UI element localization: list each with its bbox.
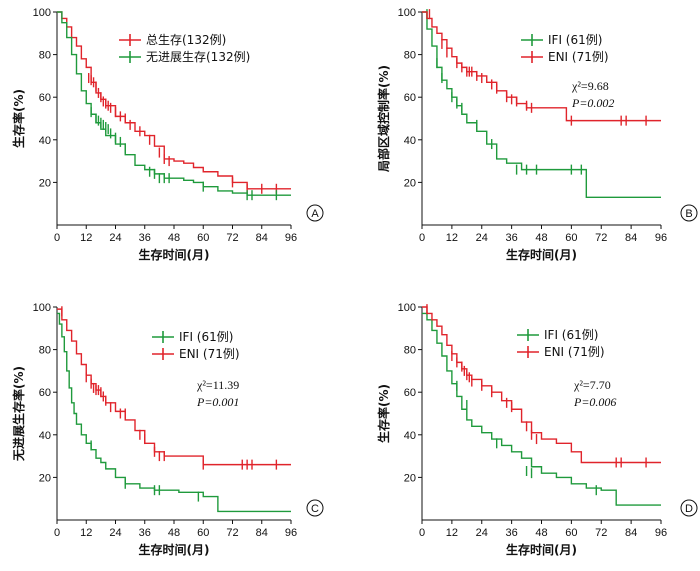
y-tick-label: 80 (404, 50, 416, 62)
y-tick-label: 60 (39, 387, 51, 399)
x-tick-label: 0 (419, 232, 425, 244)
x-tick-label: 24 (476, 232, 488, 244)
x-tick-label: 72 (595, 232, 607, 244)
legend-label: ENI (71例) (544, 345, 605, 359)
panel-a-overall-and-pfs: 0 12 24 36 48 60 72 84 96 20 40 60 80 100 生存时间(月) 生存率(%… (11, 7, 324, 262)
x-tick-label: 12 (446, 232, 458, 244)
x-tick-label: 24 (109, 527, 121, 539)
x-tick-label: 72 (226, 527, 238, 539)
stat-line: χ²=11.39 (196, 378, 239, 392)
x-tick-label: 36 (139, 527, 151, 539)
panel-letter: B (685, 208, 692, 220)
stat-line: P=0.001 (196, 395, 239, 409)
y-axis-title: 生存率(%) (376, 384, 391, 443)
x-tick-label: 60 (197, 527, 209, 539)
panel-letter-circle (680, 204, 698, 222)
y-tick-label: 100 (33, 302, 51, 314)
y-tick-label: 60 (404, 92, 416, 104)
stat-line: P=0.006 (573, 395, 616, 409)
y-tick-label: 100 (398, 302, 416, 314)
x-tick-label: 72 (226, 232, 238, 244)
x-tick-label: 48 (168, 232, 180, 244)
x-tick-label: 48 (535, 527, 547, 539)
panel-letter-circle (306, 499, 324, 517)
panel-letter-circle (680, 499, 698, 517)
legend-label: IFI (61例) (548, 33, 602, 47)
y-tick-label: 40 (39, 430, 51, 442)
legend-label: ENI (71例) (548, 50, 609, 64)
x-tick-label: 36 (139, 232, 151, 244)
y-tick-label: 80 (39, 345, 51, 357)
y-tick-label: 60 (404, 387, 416, 399)
y-tick-label: 40 (39, 135, 51, 147)
y-axis-title: 局部区域控制率(%) (376, 65, 391, 172)
panel-letter: A (311, 208, 319, 220)
x-tick-label: 84 (256, 527, 268, 539)
series-0-step-line (57, 312, 291, 513)
x-tick-label: 36 (506, 527, 518, 539)
x-tick-label: 12 (80, 527, 92, 539)
x-tick-label: 96 (285, 232, 297, 244)
x-tick-label: 60 (197, 232, 209, 244)
y-axis-title: 生存率(%) (11, 89, 26, 148)
legend-label: 无进展生存(132例) (146, 50, 250, 64)
stat-line: χ²=7.70 (573, 378, 611, 392)
y-tick-label: 40 (404, 135, 416, 147)
series-1-step-line (57, 308, 291, 466)
series-1-step-line (422, 306, 661, 464)
y-tick-label: 20 (404, 472, 416, 484)
y-tick-label: 100 (33, 7, 51, 19)
x-axis-title: 生存时间(月) (506, 247, 577, 262)
panel-d-overall-survival: 0 12 24 36 48 60 72 84 96 20 40 60 80 100 生存时间(月) 生存率(%… (376, 302, 698, 557)
x-axis-title: 生存时间(月) (139, 247, 210, 262)
y-axis-title: 无进展生存率(%) (11, 366, 26, 462)
x-tick-label: 0 (419, 527, 425, 539)
legend-label: IFI (61例) (544, 328, 598, 342)
x-tick-label: 96 (655, 527, 667, 539)
x-axis-title: 生存时间(月) (139, 542, 210, 557)
panel-c-progression-free-survival: 0 12 24 36 48 60 72 84 96 20 40 60 80 100 生存时间(月) 无进展生存… (11, 302, 324, 557)
stat-line: χ²=9.68 (571, 79, 609, 93)
x-tick-label: 48 (168, 527, 180, 539)
y-tick-label: 80 (404, 345, 416, 357)
series-0-step-line (422, 11, 661, 199)
y-tick-label: 60 (39, 92, 51, 104)
legend-label: IFI (61例) (179, 330, 233, 344)
x-tick-label: 36 (506, 232, 518, 244)
x-tick-label: 0 (54, 527, 60, 539)
legend-label: 总生存(132例) (146, 33, 226, 47)
x-tick-label: 84 (625, 527, 637, 539)
panel-letter: D (685, 503, 693, 515)
series-1-step-line (422, 11, 661, 122)
x-tick-label: 0 (54, 232, 60, 244)
panel-letter: C (311, 503, 319, 515)
y-tick-label: 20 (39, 472, 51, 484)
x-tick-label: 72 (595, 527, 607, 539)
x-tick-label: 24 (476, 527, 488, 539)
y-tick-label: 20 (404, 177, 416, 189)
x-tick-label: 96 (655, 232, 667, 244)
x-tick-label: 12 (446, 527, 458, 539)
x-tick-label: 48 (535, 232, 547, 244)
y-tick-label: 40 (404, 430, 416, 442)
legend-label: ENI (71例) (179, 347, 240, 361)
x-axis-title: 生存时间(月) (506, 542, 577, 557)
x-tick-label: 12 (80, 232, 92, 244)
y-tick-label: 80 (39, 50, 51, 62)
x-tick-label: 96 (285, 527, 297, 539)
x-tick-label: 84 (256, 232, 268, 244)
panel-b-locoregional-control: 0 12 24 36 48 60 72 84 96 20 40 60 80 100 生存时间(月) 局部区域控… (376, 7, 698, 262)
x-tick-label: 60 (565, 232, 577, 244)
series-0-step-line (422, 312, 661, 506)
x-tick-label: 84 (625, 232, 637, 244)
y-tick-label: 100 (398, 7, 416, 19)
stat-line: P=0.002 (571, 96, 614, 110)
x-tick-label: 60 (565, 527, 577, 539)
x-tick-label: 24 (109, 232, 121, 244)
y-tick-label: 20 (39, 177, 51, 189)
panel-letter-circle (306, 204, 324, 222)
